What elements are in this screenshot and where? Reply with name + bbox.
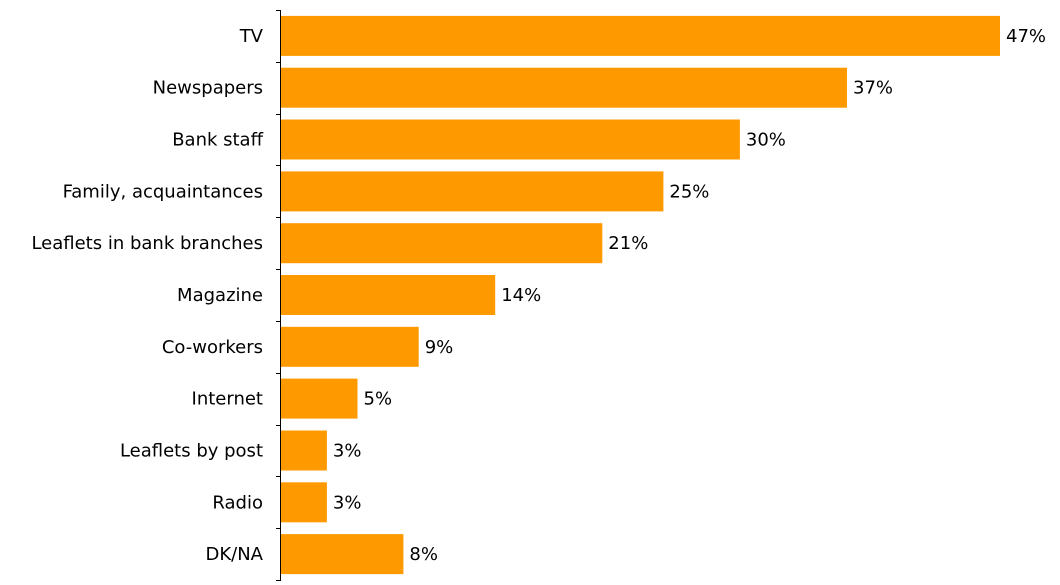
- category-label-3: Family, acquaintances: [63, 181, 263, 202]
- bar-8: [281, 430, 327, 471]
- value-label-4: 21%: [608, 233, 648, 254]
- value-labels-group: 47% 37% 30% 25% 21% 14% 9% 5% 3% 3% 8%: [333, 26, 1046, 565]
- category-labels-group: TV Newspapers Bank staff Family, acquaintan…: [31, 26, 263, 565]
- category-label-10: DK/NA: [205, 544, 263, 565]
- bar-10: [281, 534, 404, 575]
- bar-2: [281, 119, 740, 160]
- bar-6: [281, 326, 419, 367]
- value-label-3: 25%: [669, 181, 709, 202]
- category-label-2: Bank staff: [172, 130, 263, 151]
- value-label-2: 30%: [746, 130, 786, 151]
- category-label-7: Internet: [192, 389, 263, 410]
- value-label-5: 14%: [501, 285, 541, 306]
- value-label-1: 37%: [853, 78, 893, 99]
- category-label-6: Co-workers: [162, 337, 263, 358]
- value-label-7: 5%: [364, 389, 393, 410]
- value-label-0: 47%: [1006, 26, 1046, 47]
- value-label-8: 3%: [333, 441, 362, 462]
- bar-7: [281, 378, 358, 419]
- bars-group: [281, 15, 1000, 575]
- category-axis: [276, 10, 281, 581]
- bar-9: [281, 482, 327, 523]
- bar-0: [281, 15, 1000, 56]
- category-label-1: Newspapers: [153, 78, 263, 99]
- category-label-5: Magazine: [177, 285, 263, 306]
- value-label-6: 9%: [425, 337, 454, 358]
- category-label-4: Leaflets in bank branches: [31, 233, 263, 254]
- value-label-9: 3%: [333, 492, 362, 513]
- category-label-9: Radio: [212, 492, 263, 513]
- category-label-8: Leaflets by post: [120, 441, 263, 462]
- bar-3: [281, 171, 664, 212]
- bar-4: [281, 223, 603, 264]
- bar-5: [281, 275, 496, 315]
- category-label-0: TV: [239, 26, 264, 47]
- value-label-10: 8%: [409, 544, 438, 565]
- bar-1: [281, 67, 847, 108]
